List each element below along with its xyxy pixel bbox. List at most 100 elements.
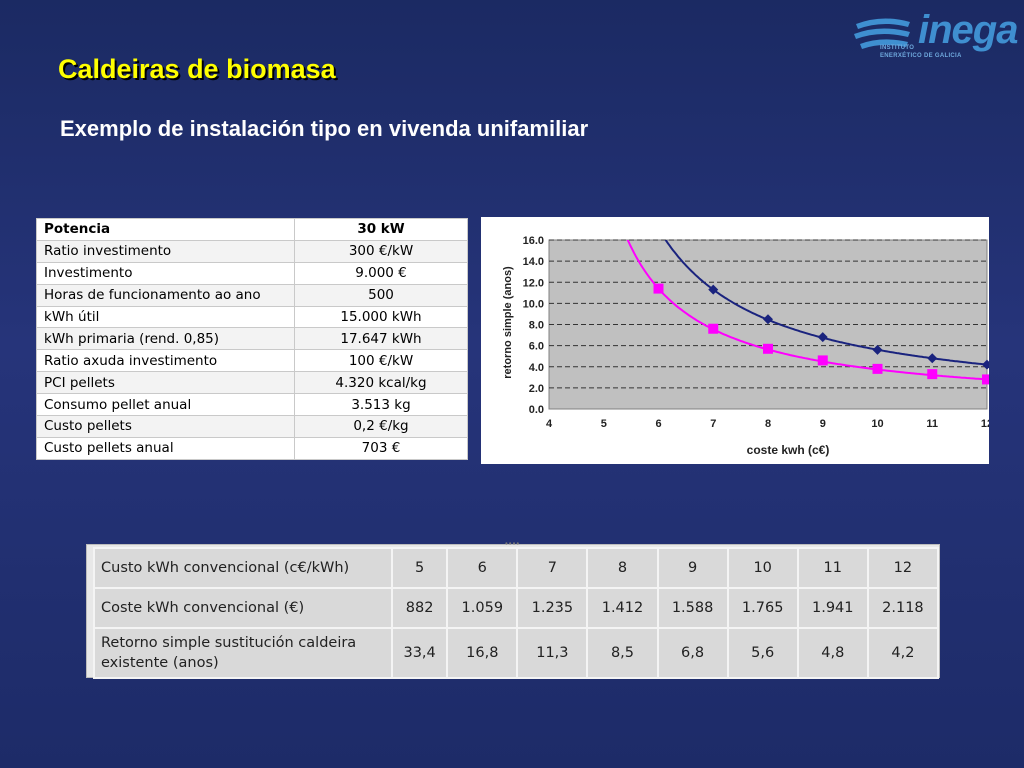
cost-cell: 2.118 — [866, 587, 940, 629]
series-2-point — [927, 369, 938, 380]
logo-line2: ENERXÉTICO DE GALICIA — [880, 53, 962, 59]
spec-label: Ratio investimento — [36, 239, 295, 263]
spec-row: Custo pellets anual 703 € — [36, 436, 468, 460]
spec-label: kWh útil — [36, 305, 295, 329]
spec-row: Custo pellets 0,2 €/kg — [36, 415, 468, 438]
spec-label: Potencia — [36, 218, 295, 241]
cost-cell: 8,5 — [586, 627, 659, 679]
spec-label: Custo pellets anual — [36, 436, 295, 460]
spec-row: Horas de funcionamento ao ano 500 — [36, 283, 468, 307]
x-tick-label: 7 — [710, 418, 716, 430]
spec-row: Potencia 30 kW — [36, 218, 468, 241]
cost-cell: 1.765 — [726, 587, 799, 629]
cost-cell: 5,6 — [726, 627, 799, 679]
slide-title: Caldeiras de biomasa — [58, 54, 336, 84]
cost-row: Custo kWh convencional (c€/kWh) 5 6 7 8 9 10 11… — [93, 547, 940, 589]
spec-value: 0,2 €/kg — [294, 415, 468, 438]
spec-row: Investimento 9.000 € — [36, 261, 468, 285]
spec-row: kWh primaria (rend. 0,85) 17.647 kWh — [36, 327, 468, 351]
spec-value: 17.647 kWh — [294, 327, 468, 351]
cost-cell: 9 — [656, 547, 729, 589]
series-2-point — [982, 374, 989, 385]
spec-label: PCI pellets — [36, 371, 295, 395]
spec-table: Potencia 30 kW Ratio investimento 300 €/kW I… — [36, 218, 468, 460]
y-axis-label: retorno simple (anos) — [502, 266, 514, 379]
cost-cell: 1.059 — [446, 587, 519, 629]
cost-table: Custo kWh convencional (c€/kWh) 5 6 7 8 9 10 11… — [93, 547, 940, 679]
spec-value: 100 €/kW — [294, 349, 468, 373]
cost-cell: 1.235 — [516, 587, 589, 629]
cost-cell: 1.412 — [586, 587, 659, 629]
series-1-point — [763, 314, 773, 325]
spec-label: Custo pellets — [36, 415, 295, 438]
spec-row: kWh útil 15.000 kWh — [36, 305, 468, 329]
y-tick-label: 8.0 — [529, 320, 544, 332]
cost-cell: 6 — [446, 547, 519, 589]
series-2-point — [653, 283, 664, 294]
resize-handle-icon: •••• — [505, 539, 521, 548]
series-2-point — [763, 343, 773, 354]
x-tick-label: 6 — [655, 418, 661, 430]
series-2-line — [626, 240, 987, 381]
spec-row: Consumo pellet anual 3.513 kg — [36, 393, 468, 417]
x-tick-label: 9 — [820, 418, 826, 430]
cost-cell: 7 — [516, 547, 589, 589]
cost-row-label: Coste kWh convencional (€) — [93, 587, 393, 629]
series-2-point — [817, 355, 828, 366]
spec-value: 30 kW — [294, 218, 468, 241]
logo-line1: INSTITUTO — [880, 45, 915, 51]
cost-cell: 4,8 — [796, 627, 869, 679]
cost-row: Coste kWh convencional (€) 882 1.059 1.235 1… — [93, 587, 940, 629]
spec-value: 300 €/kW — [294, 239, 468, 263]
x-tick-label: 12 — [981, 418, 989, 430]
cost-row: Retorno simple sustitución caldeira exis… — [93, 627, 940, 679]
spec-label: Horas de funcionamento ao ano — [36, 283, 295, 307]
series-2-point — [708, 323, 719, 334]
cost-row-label: Retorno simple sustitución caldeira exis… — [93, 627, 393, 679]
y-tick-label: 4.0 — [529, 362, 544, 374]
series-1-point — [708, 284, 719, 295]
slide-subtitle: Exemplo de instalación tipo en vivenda u… — [60, 116, 589, 141]
spec-value: 4.320 kcal/kg — [294, 371, 468, 395]
spec-value: 703 € — [294, 436, 468, 460]
cost-cell: 1.941 — [796, 587, 869, 629]
cost-row-label: Custo kWh convencional (c€/kWh) — [93, 547, 393, 589]
wave-logo-icon — [854, 18, 910, 49]
cost-cell: 5 — [390, 547, 449, 589]
spec-row: Ratio investimento 300 €/kW — [36, 239, 468, 263]
spec-label: Ratio axuda investimento — [36, 349, 295, 373]
spec-row: PCI pellets 4.320 kcal/kg — [36, 371, 468, 395]
y-tick-label: 16.0 — [523, 235, 544, 247]
series-1-point — [927, 353, 938, 364]
x-tick-label: 10 — [871, 418, 883, 430]
cost-cell: 1.588 — [656, 587, 729, 629]
series-2-point — [872, 363, 883, 374]
y-tick-label: 14.0 — [523, 256, 544, 268]
cost-cell: 12 — [866, 547, 940, 589]
x-axis-label: coste kwh (c€) — [747, 443, 830, 457]
cost-cell: 33,4 — [390, 627, 449, 679]
spec-value: 3.513 kg — [294, 393, 468, 417]
logo-brand: inega — [918, 8, 1018, 52]
series-1-point — [817, 332, 828, 343]
payback-chart: 0.0 2.0 4.0 6.0 8.0 10.0 12.0 14.0 16.0 4 5 6 7 8 9 10 1… — [481, 217, 989, 464]
chart-svg: 0.0 2.0 4.0 6.0 8.0 10.0 12.0 14.0 16.0 4 5 6 7 8 9 10 1… — [502, 235, 989, 457]
y-tick-label: 10.0 — [523, 298, 544, 310]
y-tick-label: 2.0 — [529, 383, 544, 395]
spec-label: Investimento — [36, 261, 295, 285]
cost-cell: 10 — [726, 547, 799, 589]
x-tick-label: 4 — [546, 418, 553, 430]
bottom-table-panel: •••• Custo kWh convencional (c€/kWh) 5 6 7 8… — [86, 539, 940, 679]
spec-value: 15.000 kWh — [294, 305, 468, 329]
cost-cell: 6,8 — [656, 627, 729, 679]
x-tick-label: 5 — [601, 418, 607, 430]
cost-cell: 4,2 — [866, 627, 940, 679]
spec-value: 9.000 € — [294, 261, 468, 285]
spec-value: 500 — [294, 283, 468, 307]
x-tick-label: 11 — [926, 418, 938, 430]
x-tick-label: 8 — [765, 418, 771, 430]
cost-cell: 882 — [390, 587, 449, 629]
spec-row: Ratio axuda investimento 100 €/kW — [36, 349, 468, 373]
y-tick-label: 12.0 — [523, 277, 544, 289]
series-1-point — [982, 359, 989, 370]
